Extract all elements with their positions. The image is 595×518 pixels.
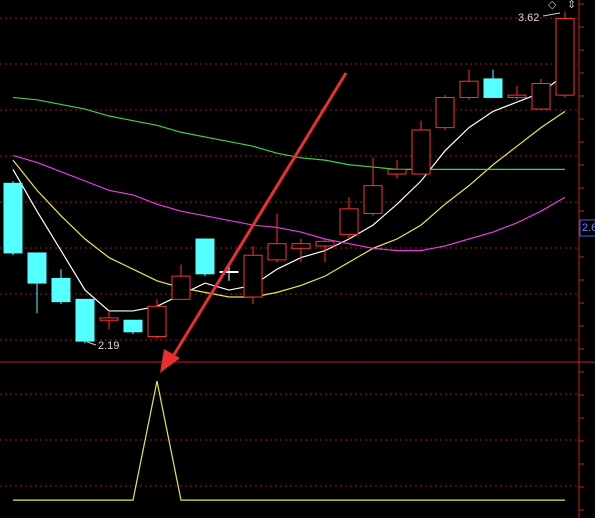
- candle-body: [123, 319, 143, 333]
- arrow-head: [160, 349, 180, 373]
- line: [13, 380, 565, 501]
- price-tag: 2.6: [582, 222, 595, 234]
- line: [12, 110, 566, 298]
- candle-body: [51, 277, 71, 303]
- label-leader: [86, 341, 97, 346]
- candle-body: [435, 96, 455, 129]
- icon: ◇: [548, 0, 557, 11]
- candle-body: [195, 238, 215, 275]
- candle-body: [219, 271, 239, 273]
- line: [12, 73, 566, 312]
- candle-body: [315, 240, 335, 247]
- icon: ⇕: [567, 0, 576, 11]
- candle-body: [99, 317, 119, 321]
- low-label: 2.19: [98, 340, 119, 352]
- candle-body: [459, 80, 479, 98]
- candle-body: [171, 275, 191, 300]
- arrow-shaft: [170, 72, 348, 359]
- candle-body: [3, 182, 23, 254]
- candle-body: [291, 243, 311, 249]
- high-label: 3.62: [518, 12, 539, 24]
- candle-body: [75, 298, 95, 342]
- arrow: [160, 72, 348, 373]
- label-leader: [542, 12, 561, 17]
- candle-body: [267, 243, 287, 261]
- candle-body: [27, 252, 47, 284]
- grid: [0, 17, 579, 487]
- candle-body: [363, 185, 383, 214]
- candle-body: [531, 83, 551, 110]
- line: [12, 96, 565, 170]
- line: [12, 154, 566, 252]
- candle-body: [411, 129, 431, 175]
- candle-body: [387, 168, 407, 175]
- candle-body: [483, 78, 503, 98]
- price-tag-box: [579, 219, 595, 237]
- axis-ticks: [579, 3, 584, 511]
- candle-body: [339, 208, 359, 235]
- plot-area: [3, 11, 575, 501]
- candle-body: [507, 94, 527, 98]
- candle-body: [555, 18, 575, 96]
- candle-body: [147, 305, 167, 337]
- candle-body: [243, 254, 263, 298]
